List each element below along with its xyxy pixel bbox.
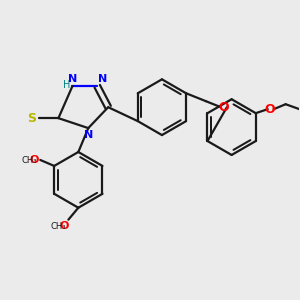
Text: H: H: [63, 80, 70, 90]
Text: N: N: [68, 74, 77, 84]
Text: O: O: [219, 101, 229, 114]
Text: S: S: [28, 112, 37, 124]
Text: N: N: [98, 74, 107, 84]
Text: CH₃: CH₃: [22, 156, 37, 165]
Text: O: O: [30, 155, 39, 165]
Text: N: N: [84, 130, 93, 140]
Text: O: O: [264, 103, 275, 116]
Text: O: O: [59, 221, 68, 231]
Text: CH₃: CH₃: [51, 222, 66, 231]
